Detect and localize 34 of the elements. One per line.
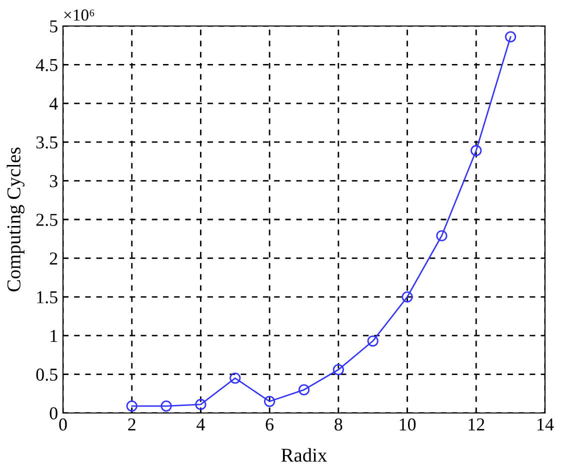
y-tick-label: 2 (50, 252, 58, 264)
x-tick-label: 4 (196, 418, 205, 430)
point (230, 372, 241, 384)
point (332, 364, 344, 376)
y-tick-label: 3.5 (36, 136, 58, 149)
point (402, 291, 413, 302)
x-tick-label: 6 (266, 418, 274, 431)
y-tick-label: 0.5 (36, 368, 58, 381)
y-tick-label: 0 (50, 407, 58, 420)
x-tick-label: 12 (468, 418, 484, 430)
y-tick-label: 1 (50, 330, 58, 342)
x-tick-label: 14 (538, 418, 554, 430)
y-tick-label: 1.5 (37, 291, 58, 304)
point (470, 145, 482, 156)
point (195, 398, 206, 410)
point (160, 400, 172, 412)
x-axis-title: Radix (281, 448, 327, 462)
x-tick-label: 0 (59, 418, 67, 431)
point (367, 335, 378, 347)
x-tick-label: 2 (128, 418, 136, 430)
x-tick-label: 10 (400, 418, 416, 431)
y-axis-title: Computing Cycles (6, 148, 24, 292)
point (126, 400, 138, 412)
y-tick-label: 4.5 (36, 59, 58, 72)
x-tick-label: 8 (334, 418, 342, 431)
point (264, 396, 276, 407)
point (436, 230, 448, 242)
point (505, 31, 516, 42)
y-tick-label: 4 (49, 98, 58, 110)
y-tick-label: 5 (50, 20, 58, 32)
text: ×10⁶ (64, 9, 94, 21)
point (298, 384, 310, 396)
y-tick-label: 2.5 (36, 214, 58, 226)
y-tick-label: 3 (50, 175, 58, 188)
